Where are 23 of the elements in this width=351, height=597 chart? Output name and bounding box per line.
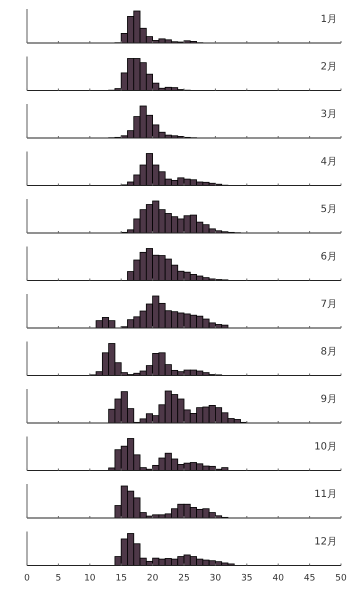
chart-title: 5月 xyxy=(320,204,337,215)
chart-title: 8月 xyxy=(320,346,337,358)
x-tick-label: 10 xyxy=(84,574,96,584)
x-tick-label: 20 xyxy=(146,574,159,584)
chart-title: 9月 xyxy=(320,394,337,405)
x-tick-label: 35 xyxy=(241,574,253,584)
chart-title: 4月 xyxy=(320,156,337,168)
x-tick-label: 25 xyxy=(178,574,190,584)
chart-title: 7月 xyxy=(320,299,337,310)
chart-title: 12月 xyxy=(314,536,337,548)
chart-title: 3月 xyxy=(320,109,337,120)
x-tick-label: 15 xyxy=(115,574,127,584)
chart-title: 11月 xyxy=(314,489,337,500)
x-tick-label: 50 xyxy=(335,574,347,584)
x-tick-label: 30 xyxy=(210,574,222,584)
chart-title: 10月 xyxy=(314,442,337,452)
x-tick-label: 5 xyxy=(56,574,62,584)
x-tick-label: 0 xyxy=(24,574,30,584)
chart-title: 2月 xyxy=(320,62,337,72)
chart-title: 6月 xyxy=(320,252,337,262)
x-tick-label: 40 xyxy=(272,574,284,584)
chart-title: 1月 xyxy=(320,14,337,25)
x-tick-label: 45 xyxy=(304,574,316,584)
